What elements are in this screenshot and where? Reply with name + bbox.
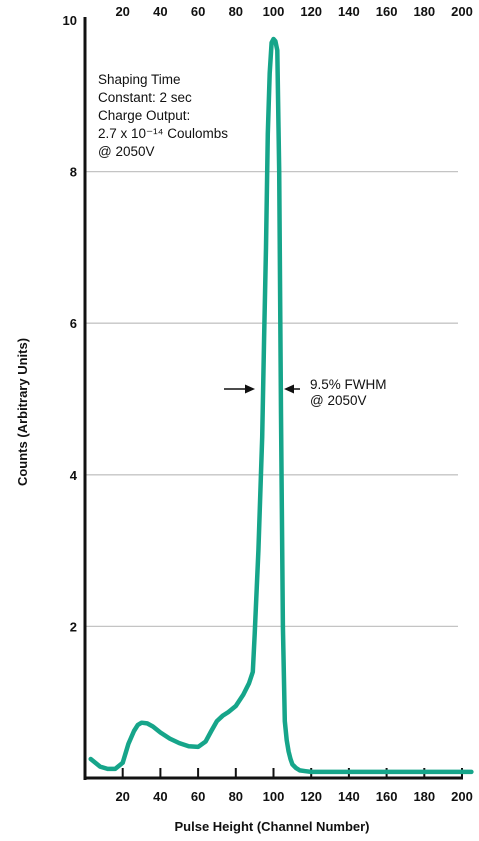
x-tick-label-top-100: 100 [263, 4, 285, 19]
x-axis-title: Pulse Height (Channel Number) [174, 819, 369, 834]
x-tick-label-top-160: 160 [376, 4, 398, 19]
x-tick-label-200: 200 [451, 789, 473, 804]
x-tick-label-top-60: 60 [191, 4, 205, 19]
x-tick-label-80: 80 [229, 789, 243, 804]
x-tick-label-120: 120 [300, 789, 322, 804]
y-tick-label-4: 4 [70, 468, 78, 483]
fwhm-line-2: @ 2050V [310, 393, 367, 408]
y-tick-label-6: 6 [70, 316, 77, 331]
x-tick-label-top-120: 120 [300, 4, 322, 19]
x-tick-label-160: 160 [376, 789, 398, 804]
x-tick-label-100: 100 [263, 789, 285, 804]
annotation-line-2: Constant: 2 sec [98, 90, 192, 105]
annotation-line-4: 2.7 x 10⁻¹⁴ Coulombs [98, 126, 228, 141]
x-tick-label-140: 140 [338, 789, 360, 804]
fwhm-line-1: 9.5% FWHM [310, 377, 387, 392]
x-tick-label-top-20: 20 [115, 4, 129, 19]
x-tick-label-40: 40 [153, 789, 167, 804]
fwhm-arrow-left [224, 384, 255, 394]
x-tick-label-180: 180 [413, 789, 435, 804]
x-tick-label-20: 20 [115, 789, 129, 804]
y-tick-label-8: 8 [70, 165, 77, 180]
annotation-line-1: Shaping Time [98, 72, 181, 87]
x-tick-label-60: 60 [191, 789, 205, 804]
series-line-0 [88, 36, 474, 775]
y-tick-label-10: 10 [63, 13, 77, 28]
annotation-line-3: Charge Output: [98, 108, 190, 123]
x-tick-label-top-180: 180 [413, 4, 435, 19]
annotation-fwhm: 9.5% FWHM @ 2050V [310, 377, 390, 408]
annotation-shaping-time: Shaping Time Constant: 2 sec Charge Outp… [98, 72, 232, 159]
x-tick-label-top-40: 40 [153, 4, 167, 19]
annotation-line-5: @ 2050V [98, 144, 155, 159]
x-tick-label-top-200: 200 [451, 4, 473, 19]
x-tick-label-top-80: 80 [229, 4, 243, 19]
y-axis-title: Counts (Arbitrary Units) [15, 338, 30, 486]
fwhm-arrow-right [284, 384, 300, 394]
x-tick-label-top-140: 140 [338, 4, 360, 19]
y-tick-label-2: 2 [70, 619, 77, 634]
